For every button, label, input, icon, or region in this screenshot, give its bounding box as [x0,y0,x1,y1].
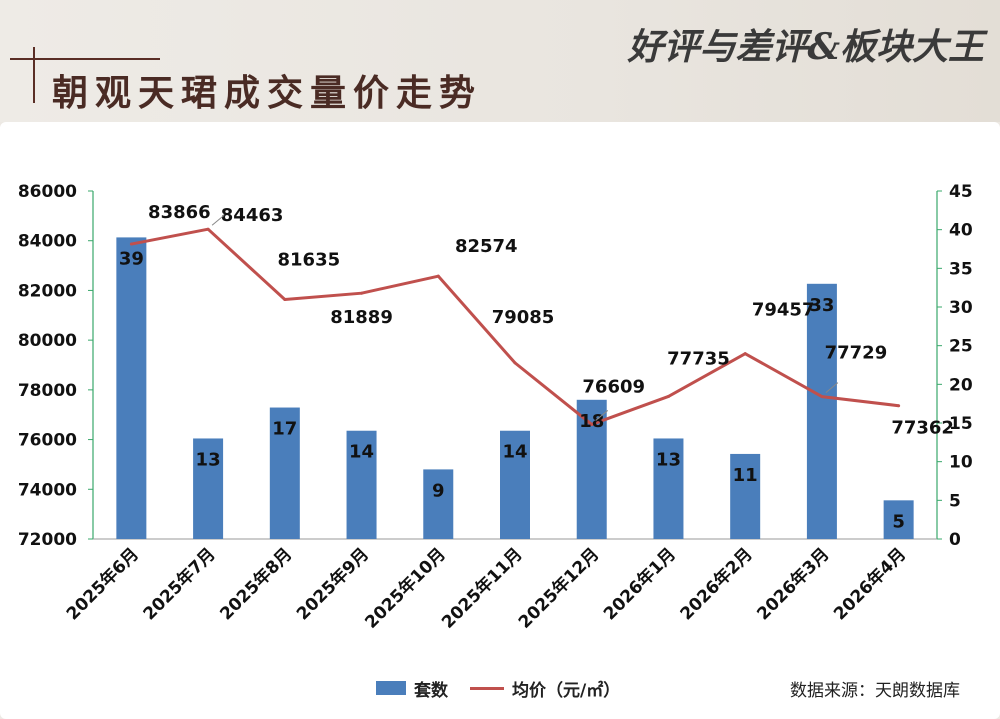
title-decoration-line-vertical [33,47,35,103]
right-tick-label: 40 [949,221,973,241]
header-band [0,0,1000,122]
bar-value-label: 33 [809,295,834,316]
bar [653,438,684,539]
right-tick-label: 10 [949,453,973,473]
bar-value-label: 13 [656,449,681,470]
price-value-label: 84463 [221,205,284,226]
legend-bar-label: 套数 [414,681,448,701]
left-tick-label: 72000 [18,530,77,550]
label-leader-line [595,410,609,421]
left-tick-label: 86000 [18,182,77,202]
label-leader-line [211,214,225,226]
x-tick-label: 2025年7月 [139,544,220,625]
price-value-label: 79457 [752,300,815,321]
left-tick-label: 74000 [18,480,77,500]
price-point [283,298,287,302]
x-tick-label: 2026年4月 [829,544,910,625]
bar [500,430,530,539]
price-value-label: 83866 [148,202,211,223]
price-point [513,361,517,365]
price-value-label: 77362 [891,418,954,439]
right-tick-label: 5 [949,491,961,511]
legend-line-label: 均价（元/㎡） [512,681,621,701]
brand-logo: 好评与差评&板块大王 [627,26,984,68]
right-tick-label: 20 [949,375,973,395]
price-point [743,352,747,356]
x-tick-label: 2025年8月 [216,544,297,625]
bar-value-label: 5 [892,511,905,532]
left-tick-label: 80000 [18,331,77,351]
bar-value-label: 13 [196,449,221,470]
page-title: 朝观天珺成交量价走势 [52,72,483,114]
x-tick-label: 2025年6月 [62,544,143,625]
price-value-label: 81635 [278,250,341,271]
left-tick-label: 76000 [18,431,77,451]
x-tick-label: 2026年2月 [676,544,757,625]
price-value-label: 79085 [492,307,555,328]
price-value-label: 82574 [455,236,518,257]
price-point [360,291,364,295]
right-tick-label: 0 [949,530,961,550]
bar-value-label: 11 [733,465,758,486]
legend-line-swatch [470,687,504,690]
price-value-label: 76609 [582,376,645,397]
price-point [820,395,824,399]
bar [116,237,147,539]
bar-value-label: 18 [579,411,604,432]
right-tick-label: 45 [949,182,973,202]
bar [806,283,837,539]
bar-value-label: 9 [432,480,445,501]
bar [193,438,224,539]
right-tick-label: 30 [949,298,973,318]
legend-bar-swatch [376,681,406,695]
price-point [206,227,210,231]
x-tick-label: 2025年11月 [437,544,526,633]
bar [423,469,454,539]
bar-value-label: 14 [502,442,527,463]
price-point [897,404,901,408]
left-tick-label: 84000 [18,232,77,252]
price-point [666,394,670,398]
left-tick-label: 82000 [18,281,77,301]
x-tick-label: 2025年10月 [361,544,450,633]
x-tick-label: 2026年1月 [599,544,680,625]
bar-value-label: 17 [272,419,297,440]
right-tick-label: 25 [949,337,973,357]
price-point [129,242,133,246]
right-tick-label: 35 [949,259,973,279]
bar-value-label: 39 [119,248,144,269]
price-point [590,422,594,426]
price-value-label: 81889 [330,307,393,328]
right-tick-label: 15 [949,414,973,434]
price-value-label: 77735 [667,348,730,369]
source-note: 数据来源：天朗数据库 [790,681,960,701]
x-tick-label: 2025年12月 [514,544,603,633]
bar-value-label: 14 [349,442,374,463]
price-point [436,274,440,278]
left-tick-label: 78000 [18,381,77,401]
bar [269,407,300,539]
bar [346,430,377,539]
bar [730,453,761,539]
x-tick-label: 2025年9月 [292,544,373,625]
title-decoration-line [10,58,160,60]
bar [883,500,914,539]
price-value-label: 77729 [825,343,888,364]
label-leader-line [825,382,839,393]
legend: 套数 均价（元/㎡） [0,672,1000,702]
x-tick-label: 2026年3月 [753,544,834,625]
